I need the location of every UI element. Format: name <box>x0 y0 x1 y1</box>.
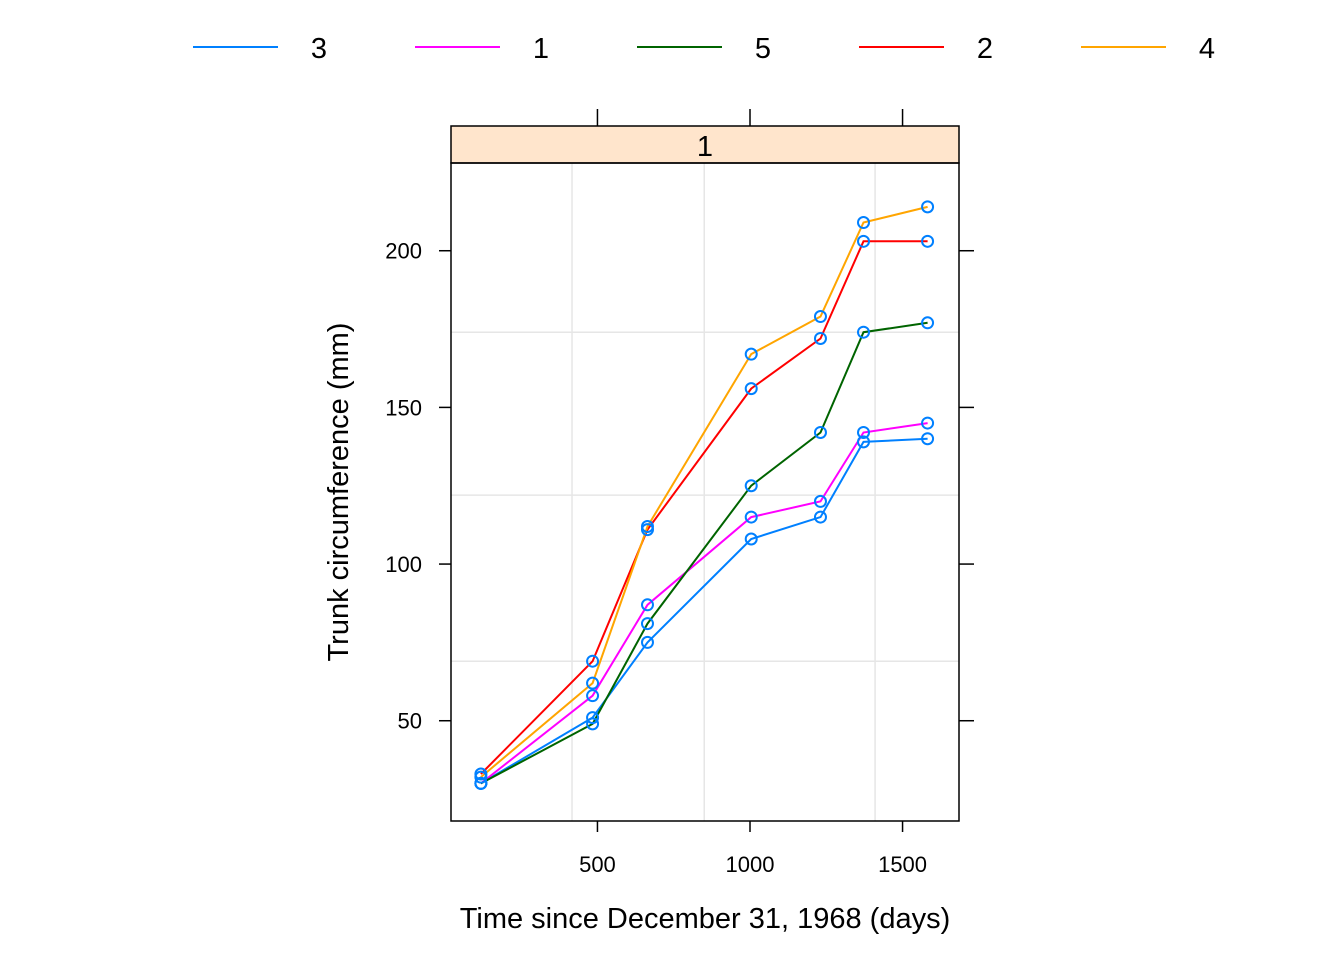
y-tick-label-50: 50 <box>398 709 422 734</box>
data-point-series-1-6 <box>857 425 871 439</box>
data-point-series-4-3 <box>640 519 654 533</box>
markers-group <box>474 200 935 790</box>
plot-panel <box>450 162 960 822</box>
data-point-series-2-4 <box>744 382 758 396</box>
legend-label-5: 5 <box>755 33 771 65</box>
data-point-series-5-6 <box>857 325 871 339</box>
legend-label-4: 4 <box>1199 33 1215 65</box>
data-point-series-4-5 <box>813 310 827 324</box>
data-point-series-1-2 <box>586 689 600 703</box>
x-tick-label-500: 500 <box>579 852 616 877</box>
data-point-series-1-5 <box>813 494 827 508</box>
data-point-series-5-7 <box>921 316 935 330</box>
series-line-2 <box>480 240 928 775</box>
data-point-series-3-2 <box>586 711 600 725</box>
data-point-series-2-2 <box>586 654 600 668</box>
axis-ticks: 500 1000 1500 50 100 150 200 <box>385 109 974 877</box>
data-point-series-5-5 <box>813 425 827 439</box>
x-tick-label-1000: 1000 <box>726 852 775 877</box>
data-point-series-2-7 <box>921 234 935 248</box>
y-tick-label-100: 100 <box>385 552 422 577</box>
legend-label-1: 1 <box>533 33 549 65</box>
data-point-series-4-6 <box>857 216 871 230</box>
data-point-series-5-1 <box>474 776 488 790</box>
data-point-series-4-1 <box>474 770 488 784</box>
legend: 3 1 5 2 4 <box>193 33 1215 65</box>
data-point-series-4-4 <box>744 347 758 361</box>
data-point-series-3-4 <box>744 532 758 546</box>
y-tick-label-200: 200 <box>385 239 422 264</box>
data-point-series-3-6 <box>857 435 871 449</box>
x-tick-label-1500: 1500 <box>878 852 927 877</box>
data-point-series-2-5 <box>813 331 827 345</box>
data-point-series-1-3 <box>640 598 654 612</box>
legend-label-2: 2 <box>977 33 993 65</box>
data-point-series-4-7 <box>921 200 935 214</box>
panel-strip-label: 1 <box>697 131 713 163</box>
y-axis-title: Trunk circumference (mm) <box>323 323 355 662</box>
data-point-series-2-6 <box>857 234 871 248</box>
legend-label-3: 3 <box>311 33 327 65</box>
data-point-series-3-7 <box>921 432 935 446</box>
data-point-series-1-4 <box>744 510 758 524</box>
data-point-series-3-3 <box>640 635 654 649</box>
data-point-series-5-3 <box>640 617 654 631</box>
data-point-series-3-5 <box>813 510 827 524</box>
series-line-4 <box>480 205 928 778</box>
data-point-series-5-4 <box>744 479 758 493</box>
data-point-series-1-7 <box>921 416 935 430</box>
series-line-1 <box>480 422 928 785</box>
panel-strip <box>450 125 960 164</box>
data-point-series-5-2 <box>586 717 600 731</box>
y-tick-label-150: 150 <box>385 395 422 420</box>
data-point-series-4-2 <box>586 676 600 690</box>
x-axis-title: Time since December 31, 1968 (days) <box>460 903 951 935</box>
grid <box>451 163 959 821</box>
